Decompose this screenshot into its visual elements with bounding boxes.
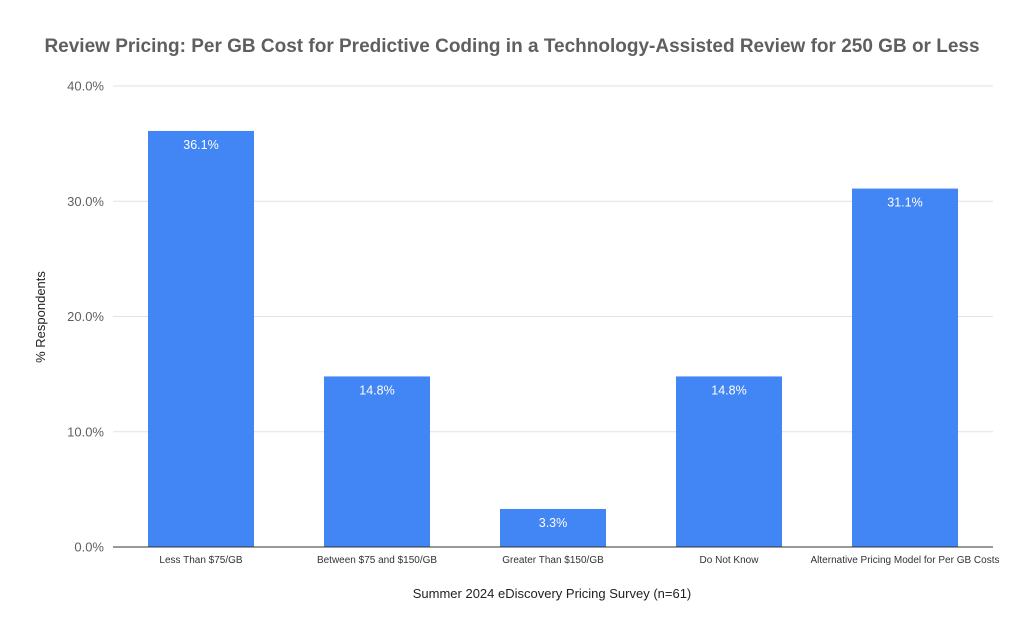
- bar: [148, 130, 254, 547]
- data-label: 14.8%: [711, 383, 746, 397]
- y-tick-label: 0.0%: [74, 540, 104, 555]
- x-category-label: Do Not Know: [700, 555, 760, 566]
- chart-title: Review Pricing: Per GB Cost for Predicti…: [44, 36, 979, 57]
- bars: 36.1% 14.8% 3.3% 14.8% 31.1%: [148, 130, 958, 547]
- x-category-label: Between $75 and $150/GB: [317, 555, 437, 566]
- y-axis-ticks: 0.0% 10.0% 20.0% 30.0% 40.0%: [67, 79, 104, 555]
- bar: [676, 376, 782, 547]
- y-axis-title: % Respondents: [33, 271, 48, 363]
- x-category-label: Less Than $75/GB: [159, 555, 243, 566]
- data-label: 3.3%: [539, 516, 568, 530]
- y-tick-label: 20.0%: [67, 309, 104, 324]
- y-tick-label: 40.0%: [67, 79, 104, 94]
- x-axis-title: Summer 2024 eDiscovery Pricing Survey (n…: [413, 586, 692, 601]
- data-label: 14.8%: [359, 383, 394, 397]
- bar: [324, 376, 430, 547]
- x-category-label: Alternative Pricing Model for Per GB Cos…: [811, 555, 1000, 566]
- x-category-label: Greater Than $150/GB: [502, 555, 604, 566]
- bar: [500, 508, 606, 547]
- data-label: 36.1%: [183, 138, 218, 152]
- data-label: 31.1%: [887, 196, 922, 210]
- bar: [852, 188, 958, 547]
- gridlines: [113, 85, 993, 433]
- y-tick-label: 10.0%: [67, 424, 104, 439]
- y-tick-label: 30.0%: [67, 194, 104, 209]
- x-axis-categories: Less Than $75/GB Between $75 and $150/GB G…: [159, 555, 999, 566]
